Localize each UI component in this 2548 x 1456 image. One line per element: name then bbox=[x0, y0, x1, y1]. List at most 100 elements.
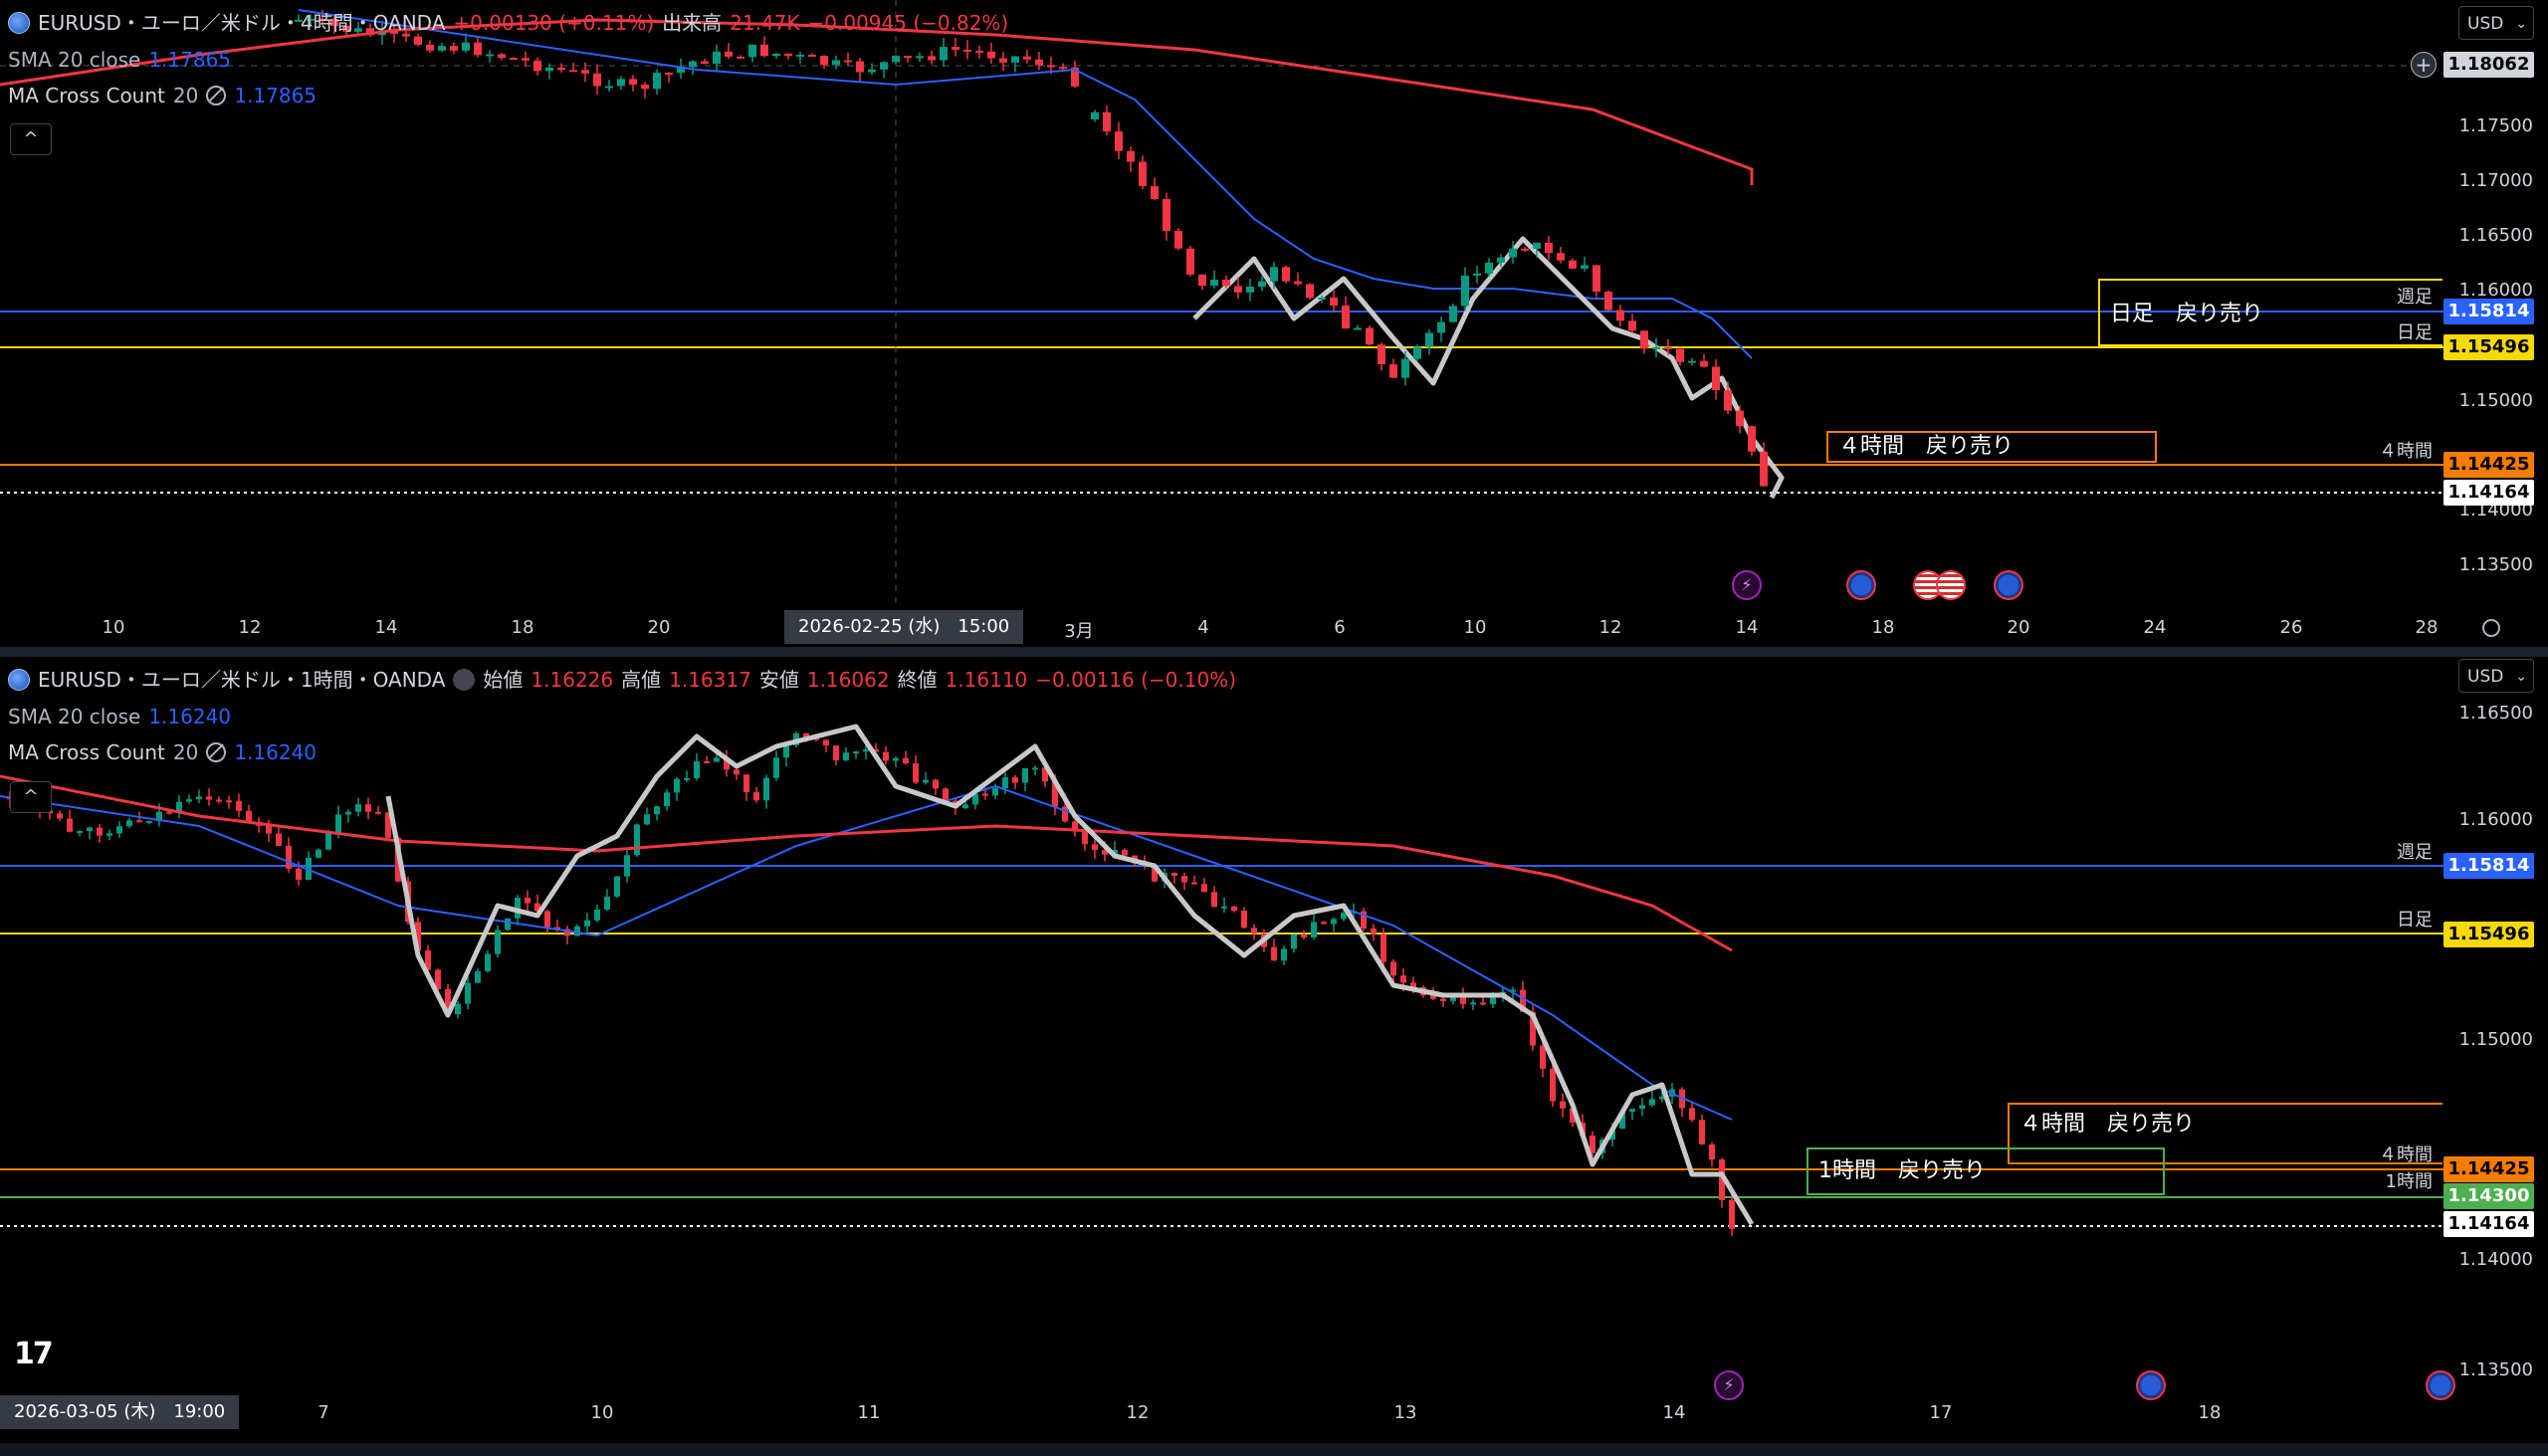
candle-body bbox=[1450, 995, 1456, 1001]
candle-body bbox=[545, 67, 553, 72]
candle-body bbox=[206, 796, 212, 800]
candle-body bbox=[1062, 806, 1068, 822]
pane-divider[interactable] bbox=[0, 647, 2548, 657]
candle-body bbox=[1171, 873, 1177, 877]
candle-body bbox=[1490, 993, 1496, 1004]
event-eu-flag-icon[interactable] bbox=[1846, 570, 1876, 600]
event-flash-icon[interactable]: ⚡ bbox=[1732, 570, 1762, 600]
candle-body bbox=[796, 55, 804, 58]
event-us-flag-icon[interactable] bbox=[1936, 570, 1966, 600]
candle-body bbox=[1181, 876, 1187, 883]
tradingview-logo[interactable]: 17 bbox=[14, 1337, 54, 1371]
h4-sell-zone[interactable]: ４時間 戻り売り bbox=[1826, 431, 2157, 463]
chart-canvas-1h[interactable] bbox=[0, 657, 2548, 1443]
time-tick: 14 bbox=[1662, 1402, 1686, 1423]
candle-body bbox=[1569, 260, 1577, 269]
time-tick: 7 bbox=[318, 1402, 329, 1423]
candle-body bbox=[569, 70, 577, 73]
candle-body bbox=[495, 930, 501, 954]
candle-body bbox=[365, 804, 371, 812]
candle-body bbox=[689, 61, 697, 68]
candle-body bbox=[1437, 321, 1445, 333]
collapse-legend-button[interactable]: ^ bbox=[10, 781, 52, 813]
event-eu-flag-icon[interactable] bbox=[2426, 1370, 2455, 1400]
volume-label: 出来高 bbox=[662, 11, 723, 35]
candle-body bbox=[1676, 348, 1684, 362]
candle-body bbox=[1689, 1108, 1695, 1121]
candle-body bbox=[1509, 248, 1517, 258]
daily-sell-zone[interactable]: 日足 戻り売り bbox=[2098, 279, 2442, 346]
candle-body bbox=[1533, 242, 1541, 249]
currency-select[interactable]: USD ⌄ bbox=[2458, 659, 2534, 693]
symbol-title[interactable]: EURUSD・ユーロ／米ドル・4時間・OANDA bbox=[38, 11, 446, 35]
collapse-legend-button[interactable]: ^ bbox=[10, 123, 52, 155]
candle-body bbox=[624, 855, 630, 877]
candle-body bbox=[342, 25, 350, 32]
event-eu-flag-icon[interactable] bbox=[2136, 1370, 2166, 1400]
sma-indicator-value: 1.16240 bbox=[148, 705, 232, 728]
settings-gear-icon[interactable] bbox=[2482, 619, 2500, 637]
candle-body bbox=[1389, 364, 1397, 378]
bottom-toolbar[interactable] bbox=[0, 1443, 2548, 1456]
candle-body bbox=[1174, 230, 1182, 249]
candle-body bbox=[773, 757, 779, 778]
hidden-eye-icon[interactable] bbox=[206, 86, 227, 105]
candle-body bbox=[594, 909, 600, 921]
slow-ma-line bbox=[0, 18, 1754, 185]
candle-body bbox=[1306, 284, 1314, 299]
candle-body bbox=[1470, 1002, 1476, 1005]
candle-body bbox=[975, 50, 983, 53]
h4-sell-zone[interactable]: ４時間 戻り売り bbox=[2008, 1103, 2442, 1164]
candle-body bbox=[704, 760, 710, 763]
h1-price-tag: 1.14300 bbox=[2443, 1183, 2534, 1209]
candle-body bbox=[1321, 922, 1327, 925]
event-eu-flag-icon[interactable] bbox=[1994, 570, 2023, 600]
candle-body bbox=[614, 876, 620, 897]
daily-line-label: 日足 bbox=[2397, 322, 2433, 343]
legend-4h: EURUSD・ユーロ／米ドル・4時間・OANDA +0.00130 (+0.11… bbox=[8, 4, 1008, 113]
candle-body bbox=[1449, 306, 1457, 322]
candle-body bbox=[1241, 911, 1247, 929]
hidden-eye-icon[interactable] bbox=[206, 742, 227, 762]
candle-body bbox=[604, 896, 610, 910]
candle-body bbox=[564, 929, 570, 936]
currency-select[interactable]: USD ⌄ bbox=[2458, 6, 2534, 40]
ma-cross-label[interactable]: MA Cross Count bbox=[8, 84, 165, 107]
candle-body bbox=[196, 796, 202, 800]
price-tick: 1.16500 bbox=[2458, 703, 2533, 724]
candle-body bbox=[734, 769, 740, 775]
candle-body bbox=[1616, 310, 1624, 321]
sma-indicator-label[interactable]: SMA 20 close bbox=[8, 48, 141, 72]
market-status-icon bbox=[453, 669, 476, 691]
candle-body bbox=[629, 79, 637, 86]
sma-indicator-label[interactable]: SMA 20 close bbox=[8, 705, 141, 728]
candle-body bbox=[844, 60, 852, 63]
candle-body bbox=[445, 988, 451, 1015]
chart-pane-1h[interactable]: EURUSD・ユーロ／米ドル・1時間・OANDA 始値 1.16226 高値 1… bbox=[0, 657, 2548, 1443]
symbol-title[interactable]: EURUSD・ユーロ／米ドル・1時間・OANDA bbox=[38, 668, 446, 692]
event-flash-icon[interactable]: ⚡ bbox=[1714, 1370, 1744, 1400]
chart-canvas-4h[interactable] bbox=[0, 0, 2548, 647]
h4-line-label: ４時間 bbox=[2379, 1144, 2433, 1165]
candle-body bbox=[1545, 242, 1553, 254]
add-alert-plus-icon[interactable]: + bbox=[2411, 52, 2437, 78]
candle-body bbox=[544, 911, 550, 928]
candle-body bbox=[923, 779, 929, 783]
h1-sell-zone[interactable]: 1時間 戻り売り bbox=[1806, 1147, 2165, 1195]
candle-body bbox=[1400, 975, 1406, 983]
candle-body bbox=[753, 791, 759, 801]
time-tick: 10 bbox=[590, 1402, 614, 1423]
candle-body bbox=[1281, 948, 1287, 961]
candle-body bbox=[525, 897, 531, 904]
candle-body bbox=[425, 950, 431, 970]
candle-body bbox=[1234, 286, 1242, 293]
candle-body bbox=[1510, 989, 1516, 992]
chart-pane-4h[interactable]: EURUSD・ユーロ／米ドル・4時間・OANDA +0.00130 (+0.11… bbox=[0, 0, 2548, 647]
candle-body bbox=[574, 926, 580, 936]
candle-body bbox=[952, 47, 959, 50]
ma-cross-label[interactable]: MA Cross Count bbox=[8, 740, 165, 764]
candle-body bbox=[276, 833, 282, 846]
swing-zigzag-line bbox=[385, 724, 1755, 1226]
candle-body bbox=[1052, 781, 1058, 807]
candle-body bbox=[982, 793, 988, 796]
